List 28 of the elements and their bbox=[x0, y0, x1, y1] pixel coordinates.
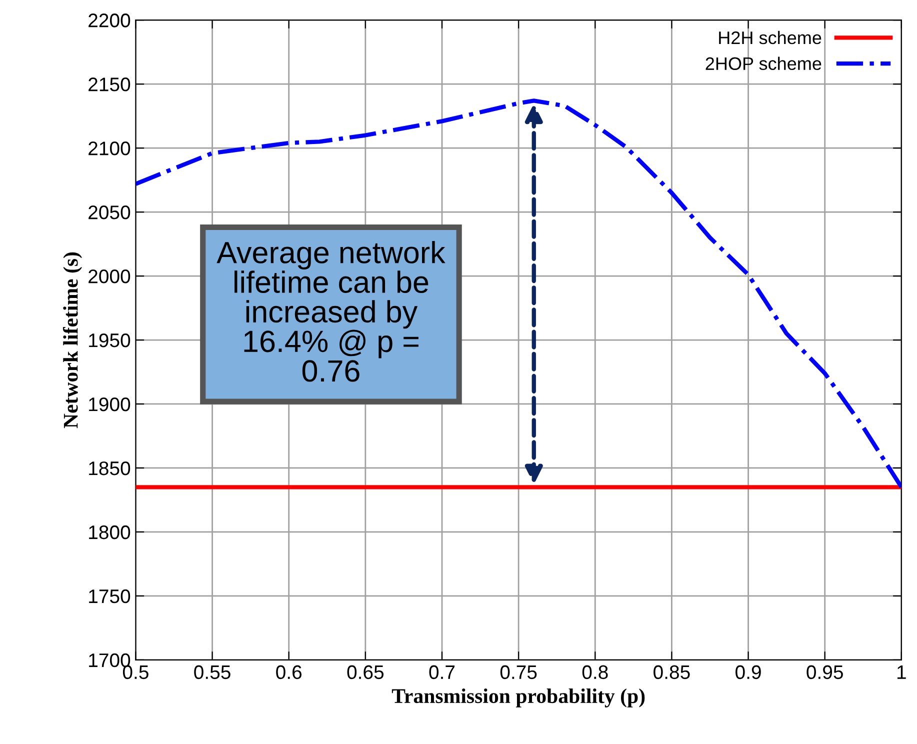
y-tick-label: 2200 bbox=[88, 14, 130, 28]
annotation: Average network lifetime can be increased by 16.4% @ p = 0.76 bbox=[216, 240, 446, 382]
y-tick-label: 1900 bbox=[89, 397, 130, 412]
y-tick-label: 2150 bbox=[88, 78, 130, 92]
y-tick-label: 2000 bbox=[88, 269, 130, 284]
line-series bbox=[136, 98, 902, 490]
x-tick-label: 0.95 bbox=[806, 665, 843, 680]
x-tick-label: 1 bbox=[897, 666, 906, 679]
x-tick-label: 0.5 bbox=[122, 665, 148, 680]
x-tick-label: 0.85 bbox=[654, 665, 690, 680]
y-tick-label: 2050 bbox=[88, 206, 130, 220]
y-tick-label: 1800 bbox=[89, 525, 130, 540]
x-axis-title: Transmission probability (p) bbox=[392, 688, 645, 708]
x-tick-label: 0.9 bbox=[736, 665, 761, 680]
y-tick-label: 1700 bbox=[89, 653, 130, 668]
x-tick-label: 0.7 bbox=[429, 665, 455, 680]
x-tick-label: 0.55 bbox=[194, 665, 230, 680]
x-tick-label: 0.6 bbox=[276, 665, 302, 680]
y-tick-label: 1850 bbox=[89, 461, 130, 476]
y-tick-label: 1950 bbox=[89, 333, 130, 348]
x-tick-label: 0.8 bbox=[582, 665, 608, 680]
x-tick-label: 0.65 bbox=[347, 665, 384, 680]
legend-label: H2H scheme bbox=[719, 30, 822, 44]
y-tick-label: 2100 bbox=[88, 142, 130, 156]
y-tick-label: 1750 bbox=[89, 589, 130, 604]
x-tick-label: 0.75 bbox=[500, 665, 537, 680]
y-axis-title: Network lifetime (s) bbox=[62, 252, 82, 428]
legend-label: 2HOP scheme bbox=[706, 56, 822, 70]
